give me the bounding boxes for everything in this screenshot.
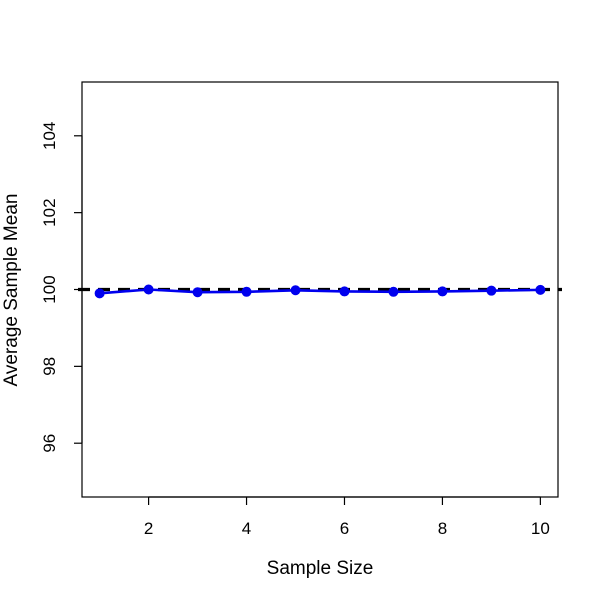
y-tick-label: 102: [40, 198, 59, 226]
data-point: [143, 284, 154, 295]
data-point: [486, 285, 497, 296]
x-axis-label: Sample Size: [267, 558, 374, 579]
x-axis: 2 4 6 8 10: [144, 496, 550, 538]
y-axis-label: Average Sample Mean: [1, 194, 22, 387]
y-tick-label: 104: [40, 122, 59, 150]
series-line: [99, 288, 541, 295]
data-point: [290, 285, 301, 296]
y-tick-label: 100: [40, 275, 59, 303]
data-point: [192, 287, 203, 298]
data-point: [241, 286, 252, 297]
data-point: [388, 286, 399, 297]
y-tick-label: 98: [40, 357, 59, 376]
data-point: [339, 286, 350, 297]
x-tick-label: 6: [340, 519, 349, 538]
data-point: [437, 286, 448, 297]
data-point: [535, 284, 546, 295]
x-tick-label: 4: [242, 519, 251, 538]
y-axis: 96 98 100 102 104: [40, 122, 83, 453]
chart-marks: [78, 284, 562, 299]
x-tick-label: 10: [531, 519, 550, 538]
y-tick-label: 96: [40, 434, 59, 453]
x-tick-label: 2: [144, 519, 153, 538]
x-tick-label: 8: [438, 519, 447, 538]
data-point: [94, 288, 105, 299]
